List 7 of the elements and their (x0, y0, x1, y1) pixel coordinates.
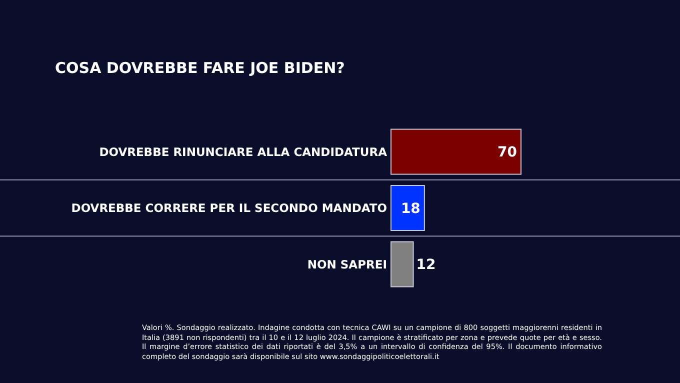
y-tick-label: NON SAPREI (307, 257, 387, 272)
text: COSA DOVREBBE FARE JOE BIDEN? (55, 59, 345, 77)
data-label: 70 (498, 144, 518, 161)
y-tick-label: DOVREBBE RINUNCIARE ALLA CANDIDATURA (99, 144, 388, 159)
data-label: 18 (400, 200, 420, 217)
y-tick-label: DOVREBBE CORRERE PER IL SECONDO MANDATO (71, 201, 388, 216)
data-label: 12 (416, 257, 436, 274)
